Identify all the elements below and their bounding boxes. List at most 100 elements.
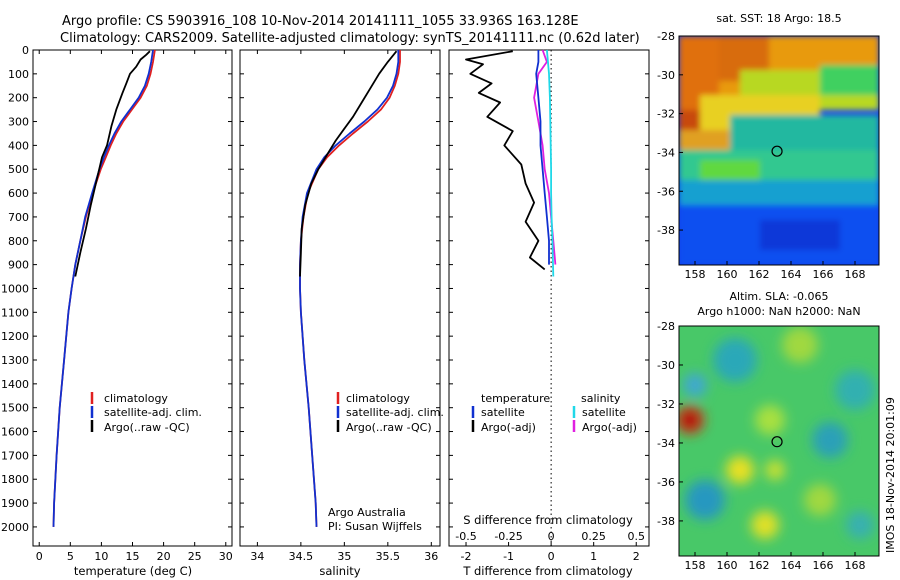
lon-tick-label: 168 xyxy=(845,268,866,281)
x-tick-label: -1 xyxy=(503,550,514,563)
y-tick-label: 1600 xyxy=(1,426,29,439)
sst-map-frame xyxy=(678,35,880,266)
top-tick-label: 0 xyxy=(548,530,555,543)
y-tick-label: 1900 xyxy=(1,497,29,510)
difference-panel: -2 -1 0 1 2 -0.5 -0.25 0 0.25 0.5 S difference fr… xyxy=(448,49,650,578)
lat-tick-label: -32 xyxy=(657,108,675,121)
imos-timestamp: IMOS 18-Nov-2014 20:01:09 xyxy=(884,397,897,553)
y-tick-label: 1800 xyxy=(1,473,29,486)
difference-top-label: S difference from climatology xyxy=(463,513,633,527)
series-line-temperature-satellite xyxy=(535,50,550,265)
credit-line1: Argo Australia xyxy=(328,506,406,519)
y-tick-label: 1400 xyxy=(1,378,29,391)
legend-label-climatology: climatology xyxy=(346,392,410,405)
argo-position-marker xyxy=(771,436,783,448)
sst-map-panel: sat. SST: 18 Argo: 18.5 158 16 xyxy=(657,12,880,281)
x-tick-label: 35 xyxy=(337,550,351,563)
temperature-legend: climatology satellite-adj. clim. Argo(..… xyxy=(90,392,202,434)
difference-x-label: T difference from climatology xyxy=(462,564,633,578)
x-tick-label: 36 xyxy=(424,550,438,563)
x-tick-label: 25 xyxy=(188,550,202,563)
legend-label-argo: Argo(..raw -QC) xyxy=(346,421,432,434)
lat-tick-label: -28 xyxy=(657,30,675,43)
y-tick-label: 2000 xyxy=(1,521,29,534)
x-tick-label: 34 xyxy=(250,550,264,563)
sst-heatmap xyxy=(679,36,879,265)
header-line1: Argo profile: CS 5903916_108 10-Nov-2014… xyxy=(62,14,579,29)
lat-tick-label: -36 xyxy=(657,476,675,489)
x-tick-label: 34.5 xyxy=(289,550,314,563)
temperature-x-label: temperature (deg C) xyxy=(74,564,192,578)
sla-map-panel: Altim. SLA: -0.065 Argo h1000: NaN h2000… xyxy=(657,290,880,572)
lat-tick-label: -34 xyxy=(657,146,675,159)
difference-axes-frame xyxy=(448,49,650,547)
y-tick-label: 400 xyxy=(8,139,29,152)
lat-tick-label: -32 xyxy=(657,398,675,411)
y-tick-label: 100 xyxy=(8,68,29,81)
salinity-x-label: salinity xyxy=(319,564,360,578)
legend-label-argo: Argo(..raw -QC) xyxy=(104,421,190,434)
salinity-legend: climatology satellite-adj. clim. Argo(..… xyxy=(336,392,444,434)
y-tick-label: 300 xyxy=(8,116,29,129)
lat-tick-label: -34 xyxy=(657,437,675,450)
lon-tick-label: 166 xyxy=(813,268,834,281)
credit-line2: PI: Susan Wijffels xyxy=(328,520,422,533)
lon-tick-label: 164 xyxy=(781,559,802,572)
lon-tick-label: 162 xyxy=(749,268,770,281)
sla-heatmap xyxy=(679,326,879,556)
legend-header-temperature: temperature xyxy=(481,392,550,405)
series-line-temperature-argo-adj- xyxy=(465,50,546,271)
y-tick-label: 1300 xyxy=(1,354,29,367)
y-tick-label: 200 xyxy=(8,92,29,105)
lat-tick-label: -28 xyxy=(657,320,675,333)
top-tick-label: 0.5 xyxy=(627,530,645,543)
lat-tick-label: -30 xyxy=(657,69,675,82)
y-tick-label: 1200 xyxy=(1,330,29,343)
y-tick-label: 500 xyxy=(8,163,29,176)
y-tick-label: 700 xyxy=(8,211,29,224)
legend-label-sal-argo: Argo(-adj) xyxy=(582,421,637,434)
series-line-argo-raw-qc- xyxy=(299,50,398,277)
lat-tick-label: -38 xyxy=(657,515,675,528)
series-line-salinity-satellite xyxy=(546,49,555,277)
lon-tick-label: 158 xyxy=(685,268,706,281)
y-tick-label: 0 xyxy=(22,44,29,57)
x-tick-label: 35.5 xyxy=(376,550,401,563)
lon-tick-label: 166 xyxy=(813,559,834,572)
lon-tick-label: 160 xyxy=(717,268,738,281)
legend-label-climatology: climatology xyxy=(104,392,168,405)
y-tick-label: 1500 xyxy=(1,402,29,415)
lon-tick-label: 162 xyxy=(749,559,770,572)
difference-legend: temperature salinity satellite Argo(-adj… xyxy=(471,392,637,434)
y-tick-label: 900 xyxy=(8,259,29,272)
x-tick-label: 10 xyxy=(94,550,108,563)
x-tick-label: 1 xyxy=(590,550,597,563)
legend-label-satellite: satellite-adj. clim. xyxy=(346,406,444,419)
legend-label-temp-argo: Argo(-adj) xyxy=(481,421,536,434)
x-tick-label: 20 xyxy=(157,550,171,563)
lon-tick-label: 160 xyxy=(717,559,738,572)
x-tick-label: 0 xyxy=(548,550,555,563)
top-tick-label: -0.5 xyxy=(455,530,476,543)
x-tick-label: 0 xyxy=(36,550,43,563)
legend-header-salinity: salinity xyxy=(581,392,621,405)
lat-tick-label: -36 xyxy=(657,185,675,198)
sst-map-title: sat. SST: 18 Argo: 18.5 xyxy=(716,12,841,25)
legend-label-sal-satellite: satellite xyxy=(582,406,626,419)
legend-label-temp-satellite: satellite xyxy=(481,406,525,419)
lon-tick-label: 164 xyxy=(781,268,802,281)
header-line2: Climatology: CARS2009. Satellite-adjuste… xyxy=(60,31,640,46)
temperature-axes-frame xyxy=(32,49,233,547)
top-tick-label: 0.25 xyxy=(581,530,606,543)
lat-tick-label: -38 xyxy=(657,224,675,237)
y-tick-label: 1000 xyxy=(1,282,29,295)
x-tick-label: 15 xyxy=(126,550,140,563)
argo-position-marker xyxy=(771,145,783,157)
temperature-panel: 0100200300400500600700800900100011001200… xyxy=(1,44,233,578)
x-tick-label: 2 xyxy=(633,550,640,563)
salinity-panel: 34 34.5 35 35.5 36 salinity climatology sate… xyxy=(239,49,444,578)
y-tick-label: 800 xyxy=(8,235,29,248)
lon-tick-label: 168 xyxy=(845,559,866,572)
lon-tick-label: 158 xyxy=(685,559,706,572)
